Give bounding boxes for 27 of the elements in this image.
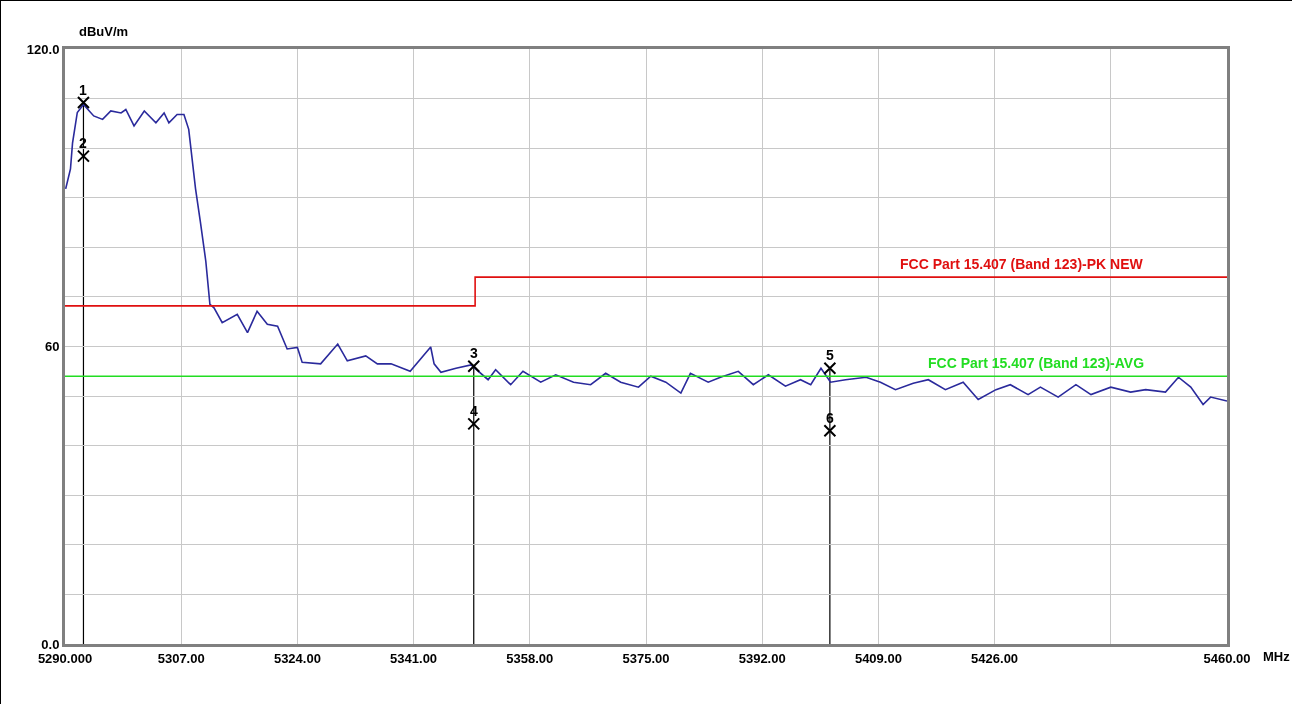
point <box>823 361 837 375</box>
point <box>76 149 90 163</box>
y-tick-label: 120.0 <box>26 41 60 57</box>
y-tick-label: 60 <box>44 339 60 355</box>
x-tick-label: 5426.00 <box>971 650 1019 666</box>
line-series <box>65 103 1227 406</box>
point <box>76 96 90 110</box>
x-tick-label: 5290.000 <box>37 650 93 666</box>
annotation: 3 <box>470 345 478 361</box>
x-tick-label: 5324.00 <box>273 650 321 666</box>
y-axis-title: dBuV/m <box>79 24 129 39</box>
point <box>467 417 481 431</box>
x-tick-label: 5392.00 <box>738 650 786 666</box>
x-tick-label: 5409.00 <box>854 650 902 666</box>
x-tick-label: 5341.00 <box>390 650 438 666</box>
x-axis-title: MHz <box>1263 649 1291 664</box>
x-tick-label: 5375.00 <box>622 650 670 666</box>
x-tick-label: 5307.00 <box>157 650 205 666</box>
series-label: FCC Part 15.407 (Band 123)-PK NEW <box>900 256 1144 272</box>
series-label: FCC Part 15.407 (Band 123)-AVG <box>928 355 1145 371</box>
annotation: 5 <box>826 347 834 363</box>
annotation: 1 <box>79 82 87 98</box>
y-tick-label: 0.0 <box>41 636 60 652</box>
x-tick-label: 5358.00 <box>506 650 554 666</box>
x-tick-label: 5460.00 <box>1203 650 1251 666</box>
point <box>467 359 481 373</box>
point <box>823 424 837 438</box>
